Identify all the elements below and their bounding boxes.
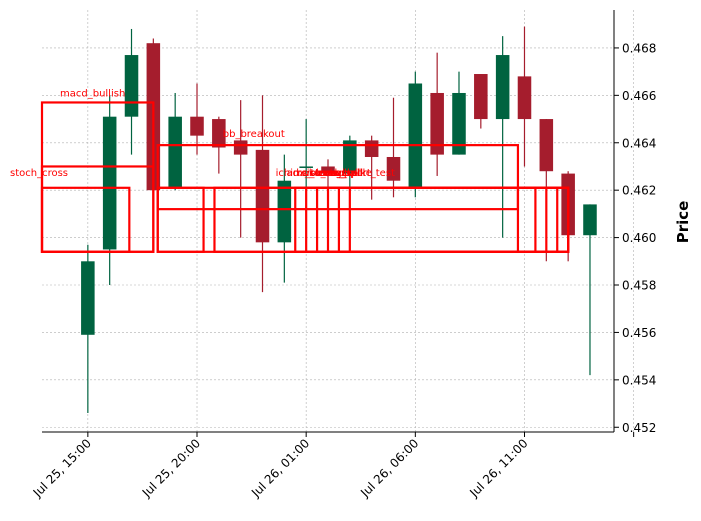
x-tick-label: Jul 25, 20:00 xyxy=(139,436,203,500)
annotation-label-volume-spike: volume_spike xyxy=(304,168,372,179)
candle-body xyxy=(430,92,444,155)
y-tick-label: 0.464 xyxy=(622,136,656,150)
y-axis-label: Price xyxy=(674,201,692,244)
candle-body xyxy=(277,180,292,243)
x-tick-label: Jul 26, 01:00 xyxy=(248,436,312,500)
annotation-label-adx-strong: adx_strong xyxy=(287,168,342,179)
annotation-box-trend-bull xyxy=(315,186,559,253)
candle-body xyxy=(190,116,204,136)
y-tick-label: 0.466 xyxy=(622,89,656,103)
axes: 0.452 0.454 0.456 0.458 0.460 0.462 0.464 0.466… xyxy=(30,10,656,500)
y-tick-label: 0.456 xyxy=(622,326,656,340)
annotation-label-ichimoku-a: ichimoku_cross xyxy=(276,168,352,179)
candle-body xyxy=(583,204,597,236)
x-tick-label: Jul 26, 06:00 xyxy=(357,436,421,500)
x-tick-label: Jul 26, 11:00 xyxy=(466,436,530,500)
y-tick-label: 0.462 xyxy=(622,184,656,198)
annotation-box-rsi-cross xyxy=(305,186,548,253)
annotation-label-bb_breakout: bb_breakout xyxy=(223,129,285,140)
annotation-label-stoch_cross: stoch_cross xyxy=(10,168,68,179)
candle-body xyxy=(168,116,182,188)
candle-body xyxy=(343,140,357,174)
annotation-label-ema-bull: ema_bull xyxy=(317,168,362,179)
candle-body xyxy=(124,55,139,117)
candle-body xyxy=(517,76,532,120)
annotation-box-support xyxy=(348,186,570,253)
annotation-box-ichimoku-a xyxy=(156,186,205,253)
candle-body xyxy=(364,140,379,157)
candle-body xyxy=(255,149,270,243)
candles xyxy=(81,26,597,414)
candle-body xyxy=(408,83,423,188)
annotation-box-ema-bull xyxy=(326,186,570,253)
candle-body xyxy=(474,74,488,120)
annotation-box-stoch-cross-2 xyxy=(40,186,131,253)
candle-body xyxy=(386,156,401,181)
annotation-label-support: support_test xyxy=(332,168,395,179)
annotations: macd_bullish stoch_cross bb_breakoutichimo… xyxy=(10,88,570,253)
annotation-label-trend-bull: trend_bull xyxy=(311,168,361,179)
y-tick-label: 0.452 xyxy=(622,421,656,435)
candle-body xyxy=(233,140,248,155)
annotation-label-obv-bull: obv_bull xyxy=(324,168,366,179)
y-tick-label: 0.454 xyxy=(622,373,656,387)
candle-body xyxy=(212,119,226,148)
annotation-label-macd_bullish: macd_bullish xyxy=(60,88,125,99)
candle-body xyxy=(452,92,466,155)
candle-body xyxy=(321,166,335,174)
annotation-label-rsi-cross: rsi_cross xyxy=(297,168,340,179)
candle-body xyxy=(539,119,554,172)
candle-body xyxy=(102,116,117,250)
candle-body xyxy=(495,55,510,120)
y-tick-label: 0.468 xyxy=(622,41,656,55)
y-tick-label: 0.460 xyxy=(622,231,656,245)
candle-body xyxy=(81,261,95,335)
x-tick-label: Jul 25, 15:00 xyxy=(30,436,94,500)
y-tick-label: 0.458 xyxy=(622,279,656,293)
annotation-box-stoch_cross xyxy=(40,165,155,253)
candle-body xyxy=(299,166,313,168)
annotation-box-obv-bull xyxy=(337,186,570,253)
